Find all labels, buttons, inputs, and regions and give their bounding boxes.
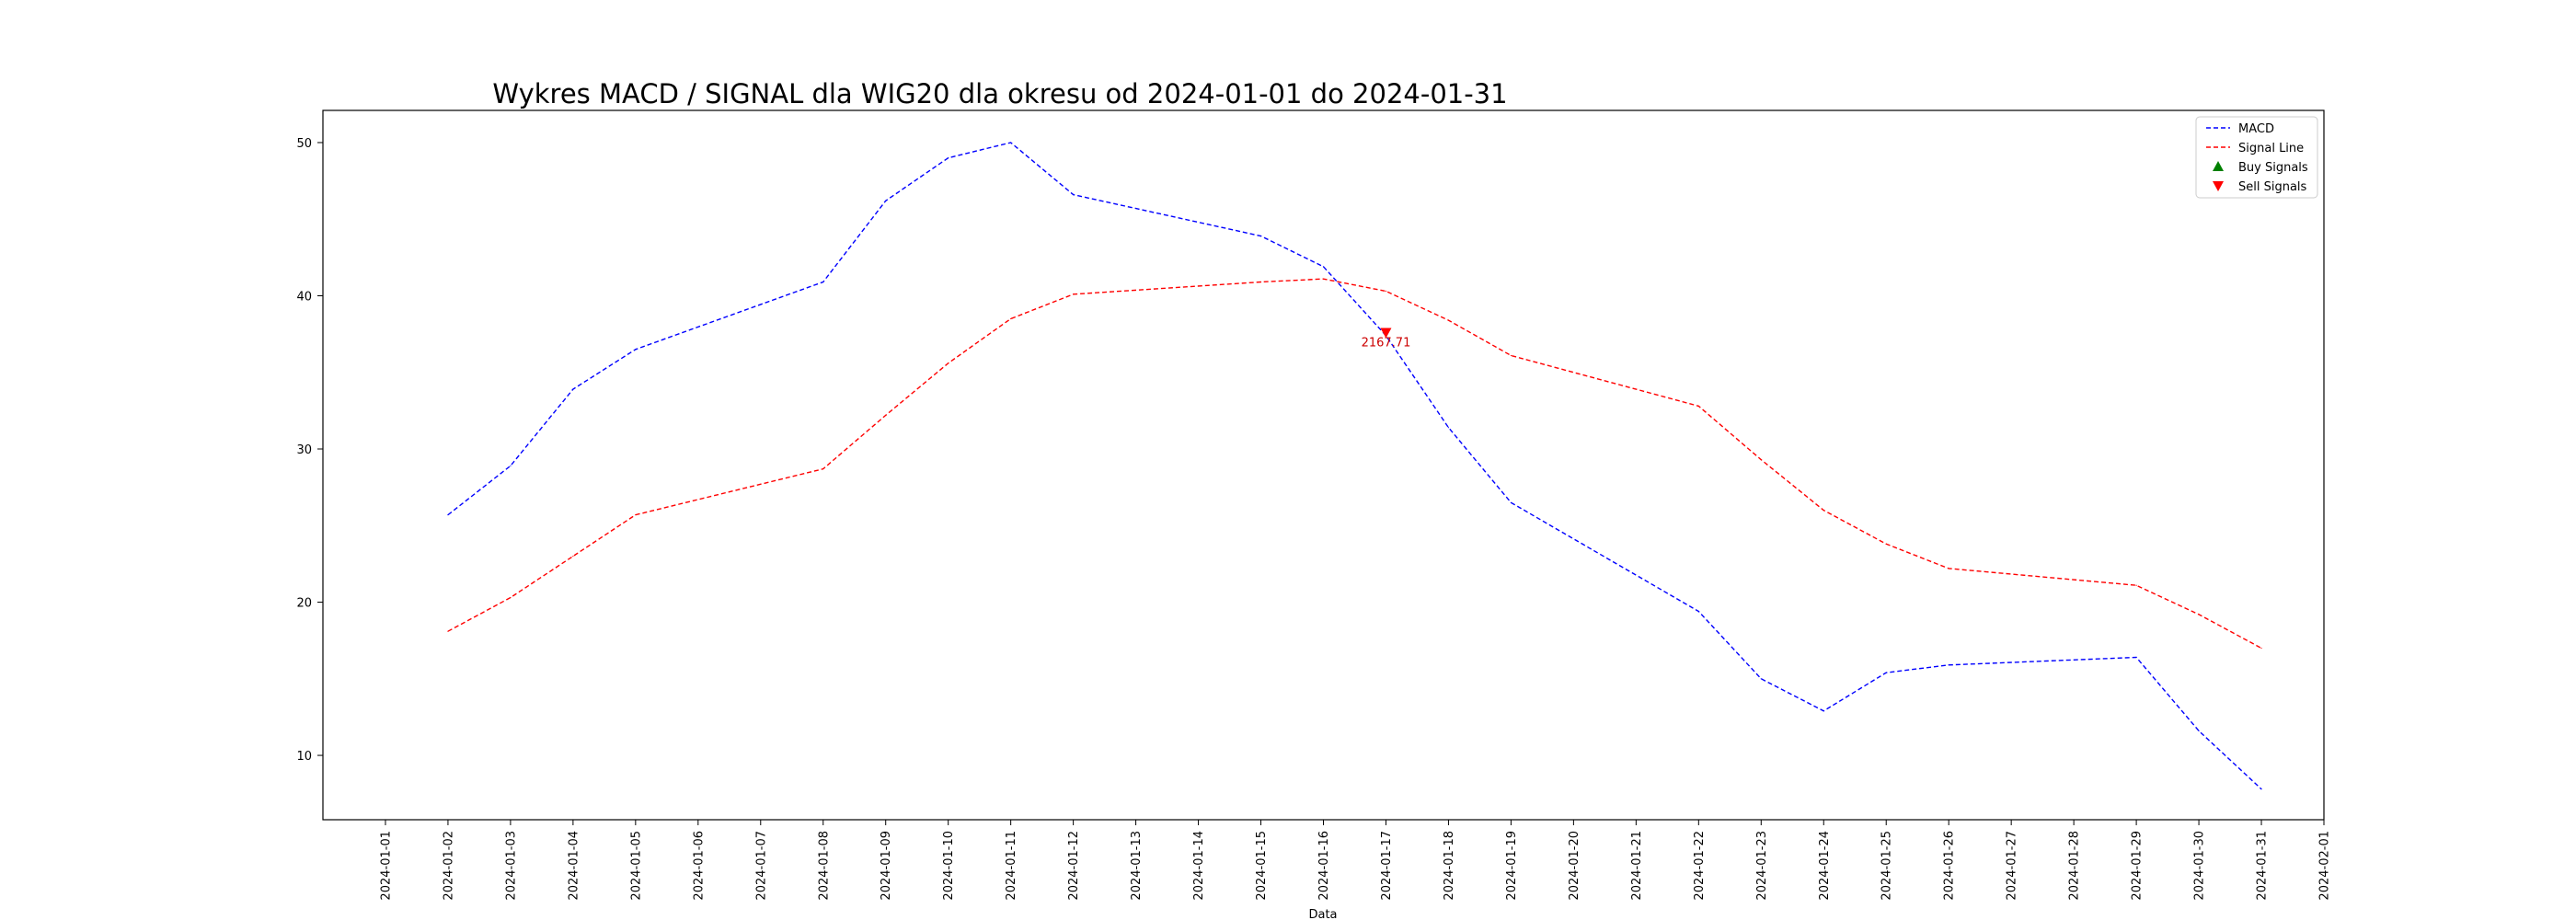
x-tick-label-18: 2024-01-19 (1505, 831, 1519, 901)
series-0-point-2 (572, 388, 574, 390)
series-layer (447, 142, 2262, 790)
series-1-point-10 (1322, 278, 1325, 280)
series-1-point-12 (1447, 319, 1450, 321)
x-tick-label-1: 2024-01-02 (442, 831, 455, 901)
x-tick-label-16: 2024-01-17 (1380, 831, 1394, 901)
series-1-point-0 (447, 630, 449, 632)
x-tick-label-3: 2024-01-04 (567, 831, 581, 901)
y-tick-label-0: 10 (296, 750, 312, 764)
sell-signal-label-0: 2167.71 (1362, 336, 1411, 350)
x-tick-label-13: 2024-01-14 (1192, 831, 1206, 901)
legend-swatch-2 (2213, 161, 2224, 171)
x-tick-label-21: 2024-01-22 (1693, 831, 1707, 901)
x-tick-label-23: 2024-01-24 (1818, 831, 1832, 901)
x-tick-label-10: 2024-01-11 (1005, 831, 1018, 901)
series-1-point-21 (2260, 647, 2262, 650)
x-tick-label-17: 2024-01-18 (1443, 831, 1456, 901)
series-0-point-16 (1823, 710, 1824, 712)
legend: MACD Signal Line Buy Signals Sell Signals (2195, 116, 2318, 199)
x-tick-label-31: 2024-02-01 (2318, 831, 2332, 901)
x-tick-label-12: 2024-01-13 (1130, 831, 1144, 901)
legend-label-1: Signal Line (2238, 142, 2304, 155)
series-0-point-10 (1322, 266, 1325, 268)
series-1-point-17 (1885, 543, 1887, 545)
y-tick-label-3: 40 (296, 290, 312, 304)
y-axis: 10 20 30 40 50 (296, 137, 323, 764)
x-tick-label-15: 2024-01-16 (1317, 831, 1331, 901)
series-0-point-21 (2260, 788, 2262, 790)
series-0-point-20 (2198, 730, 2200, 732)
series-0-point-6 (948, 157, 949, 159)
y-tick-label-2: 30 (296, 443, 312, 457)
sell-signal-marker-0 (1380, 328, 1392, 339)
x-tick-label-9: 2024-01-10 (942, 831, 956, 901)
series-1-point-4 (822, 468, 824, 470)
series-0-point-13 (1510, 501, 1512, 503)
x-tick-label-5: 2024-01-06 (692, 831, 706, 901)
series-line-macd (447, 142, 2262, 790)
signals-layer: 2167.71 (1362, 328, 1411, 350)
x-tick-label-11: 2024-01-12 (1067, 831, 1081, 901)
x-tick-label-28: 2024-01-29 (2131, 831, 2145, 901)
series-1-point-3 (635, 514, 637, 516)
series-0-point-15 (1760, 678, 1762, 680)
series-1-point-2 (572, 555, 574, 558)
x-tick-label-4: 2024-01-05 (629, 831, 643, 901)
series-0-point-0 (447, 514, 449, 516)
legend-label-0: MACD (2238, 122, 2274, 136)
series-1-point-19 (2135, 584, 2137, 586)
legend-swatch-3 (2213, 181, 2224, 191)
x-tick-label-19: 2024-01-20 (1568, 831, 1581, 901)
x-tick-label-22: 2024-01-23 (1755, 831, 1769, 901)
series-1-point-5 (885, 414, 887, 416)
x-tick-label-29: 2024-01-30 (2193, 831, 2207, 901)
x-tick-label-14: 2024-01-15 (1255, 831, 1269, 901)
series-0-point-19 (2135, 656, 2137, 659)
x-tick-label-24: 2024-01-25 (1880, 831, 1894, 901)
x-tick-label-25: 2024-01-26 (1943, 831, 1957, 901)
series-1-point-1 (510, 596, 512, 599)
legend-box (2195, 116, 2318, 199)
series-1-point-13 (1510, 354, 1512, 357)
chart-title: Wykres MACD / SIGNAL dla WIG20 dla okres… (492, 78, 1507, 109)
x-tick-label-27: 2024-01-28 (2068, 831, 2082, 901)
series-1-point-8 (1073, 293, 1075, 295)
x-axis: 2024-01-01 2024-01-02 2024-01-03 2024-01-04… (379, 820, 2332, 901)
legend-label-2: Buy Signals (2238, 161, 2308, 175)
x-tick-label-0: 2024-01-01 (379, 831, 393, 901)
y-tick-label-1: 20 (296, 597, 312, 611)
series-1-point-14 (1697, 405, 1699, 407)
x-tick-label-26: 2024-01-27 (2006, 831, 2019, 901)
series-0-point-14 (1697, 610, 1699, 613)
x-axis-label: Data (1308, 908, 1337, 920)
legend-label-3: Sell Signals (2238, 180, 2307, 194)
series-1-point-20 (2198, 614, 2200, 615)
x-tick-label-2: 2024-01-03 (504, 831, 518, 901)
series-1-point-16 (1823, 510, 1824, 512)
x-tick-label-20: 2024-01-21 (1630, 831, 1644, 901)
series-1-point-7 (1010, 317, 1012, 320)
plot-area (322, 109, 2325, 821)
series-1-point-6 (948, 362, 949, 364)
series-0-point-3 (635, 349, 637, 351)
x-tick-label-30: 2024-01-31 (2256, 831, 2270, 901)
series-1-point-15 (1760, 459, 1762, 461)
y-tick-label-4: 50 (296, 137, 312, 151)
series-line-signal-line (447, 278, 2262, 650)
series-0-point-12 (1447, 427, 1450, 429)
x-tick-label-6: 2024-01-07 (754, 831, 768, 901)
series-0-point-8 (1073, 193, 1075, 196)
series-0-point-7 (1010, 142, 1012, 144)
x-tick-label-7: 2024-01-08 (817, 831, 831, 901)
x-tick-label-8: 2024-01-09 (880, 831, 893, 901)
